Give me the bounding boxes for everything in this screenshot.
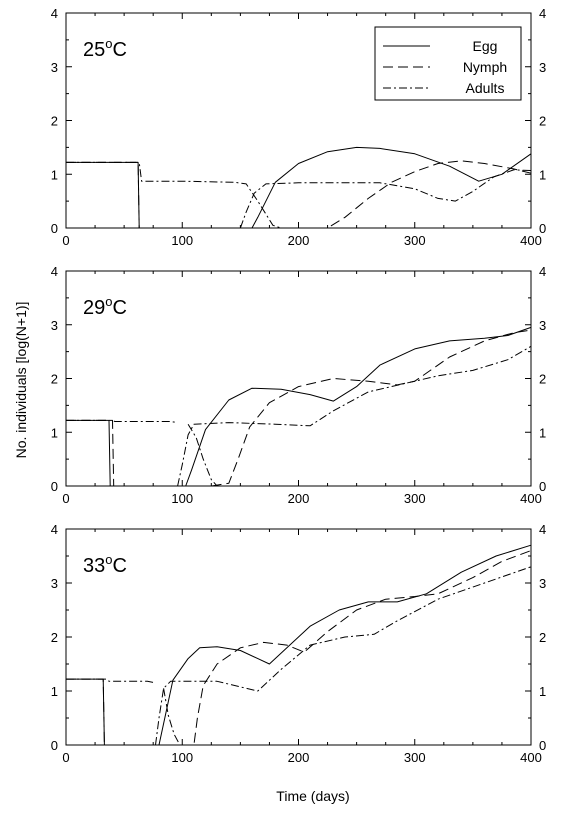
y-tick-label: 1 — [51, 425, 58, 440]
y-tick-label-right: 3 — [539, 318, 546, 333]
plot-frame — [65, 270, 532, 487]
x-tick-label: 200 — [288, 750, 310, 765]
y-tick-label: 0 — [51, 738, 58, 753]
x-tick-label: 300 — [404, 233, 426, 248]
y-tick-label-right: 0 — [539, 221, 546, 236]
y-tick-label-right: 3 — [539, 576, 546, 591]
x-tick-label: 400 — [520, 750, 542, 765]
x-tick-label: 0 — [62, 491, 69, 506]
series-line-nymph-1 — [66, 329, 532, 487]
panel-title: 33oC — [83, 552, 127, 577]
series-line-nymph-1 — [66, 550, 532, 746]
y-tick-label-right: 3 — [539, 60, 546, 75]
y-tick-label-right: 0 — [539, 479, 546, 494]
y-tick-label: 0 — [51, 221, 58, 236]
legend-label-adults: Adults — [466, 80, 505, 96]
x-axis-title: Time (days) — [276, 788, 349, 804]
x-tick-label: 100 — [171, 491, 193, 506]
y-tick-label-right: 4 — [539, 522, 546, 537]
legend-label-egg: Egg — [473, 38, 498, 54]
panel-title: 29oC — [83, 294, 127, 319]
panel-title: 25oC — [83, 36, 127, 61]
y-tick-label: 2 — [51, 372, 58, 387]
x-tick-label: 0 — [62, 750, 69, 765]
y-tick-label-right: 1 — [539, 167, 546, 182]
x-tick-label: 400 — [520, 233, 542, 248]
series-line-adults-4 — [187, 423, 218, 487]
y-tick-label-right: 4 — [539, 6, 546, 21]
x-tick-label: 400 — [520, 491, 542, 506]
x-tick-label: 0 — [62, 233, 69, 248]
y-tick-label: 3 — [51, 60, 58, 75]
legend-label-nymph: Nymph — [463, 59, 507, 75]
y-tick-label: 4 — [51, 6, 58, 21]
y-tick-label: 0 — [51, 479, 58, 494]
y-axis-title: No. individuals [log(N+1)] — [13, 302, 29, 459]
x-tick-label: 300 — [404, 491, 426, 506]
y-tick-label-right: 0 — [539, 738, 546, 753]
x-tick-label: 200 — [288, 491, 310, 506]
series-line-nymph-1 — [66, 160, 532, 229]
legend: Egg Nymph Adults — [374, 26, 522, 101]
y-tick-label-right: 1 — [539, 684, 546, 699]
y-tick-label: 2 — [51, 114, 58, 129]
series-line-adults-4 — [163, 688, 189, 746]
x-tick-label: 100 — [171, 750, 193, 765]
y-tick-label: 4 — [51, 522, 58, 537]
y-tick-label-right: 2 — [539, 114, 546, 129]
x-tick-label: 300 — [404, 750, 426, 765]
series-line-adults-3 — [239, 169, 532, 229]
y-tick-label-right: 2 — [539, 372, 546, 387]
y-tick-label-right: 2 — [539, 630, 546, 645]
y-tick-label: 1 — [51, 684, 58, 699]
series-line-adults-2 — [66, 161, 287, 229]
series-line-adults-3 — [177, 345, 532, 487]
y-tick-label: 1 — [51, 167, 58, 182]
y-tick-label-right: 4 — [539, 264, 546, 279]
y-tick-label: 4 — [51, 264, 58, 279]
series-line-adults-2 — [66, 678, 156, 684]
series-line-adults-2 — [66, 419, 178, 424]
y-tick-label: 3 — [51, 576, 58, 591]
y-tick-label-right: 1 — [539, 425, 546, 440]
series-line-adults-3 — [155, 566, 532, 746]
y-tick-label: 3 — [51, 318, 58, 333]
x-tick-label: 100 — [171, 233, 193, 248]
y-tick-label: 2 — [51, 630, 58, 645]
series-line-egg-0 — [66, 544, 532, 746]
series-line-egg-0 — [66, 146, 532, 229]
x-tick-label: 200 — [288, 233, 310, 248]
